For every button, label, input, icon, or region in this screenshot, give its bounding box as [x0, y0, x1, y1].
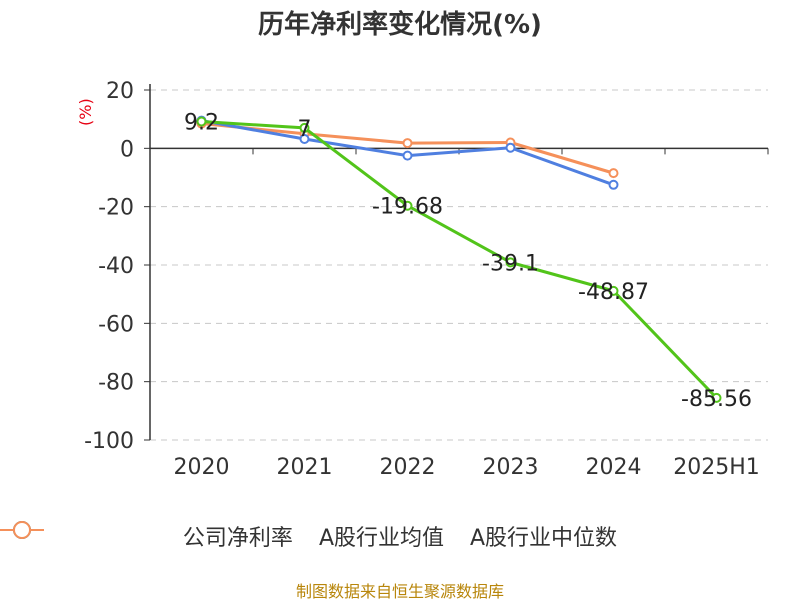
legend-item-company-net-margin[interactable]: 公司净利率 — [0, 520, 293, 552]
y-tick-label: -20 — [98, 196, 134, 221]
data-label: -39.1 — [482, 251, 539, 276]
data-point — [402, 138, 413, 149]
data-point — [608, 179, 619, 190]
x-tick-label: 2020 — [174, 455, 230, 480]
data-source-note: 制图数据来自恒生聚源数据库 — [295, 582, 504, 601]
legend-label: 公司净利率 — [182, 526, 293, 551]
chart-title: 历年净利率变化情况(%) — [258, 10, 542, 40]
y-tick-label: 0 — [120, 137, 134, 162]
y-tick-label: -80 — [98, 371, 134, 396]
legend-label: A股行业中位数 — [470, 526, 618, 551]
x-tick-label: 2025H1 — [673, 455, 760, 480]
data-point — [402, 200, 413, 211]
data-point — [505, 257, 516, 268]
data-label: -48.87 — [578, 280, 649, 305]
data-point — [196, 116, 207, 127]
legend-item-industry-median[interactable]: A股行业中位数 — [0, 520, 618, 552]
data-point — [402, 150, 413, 161]
y-tick-label: -40 — [98, 254, 134, 279]
data-point — [299, 134, 310, 144]
y-tick-label: -60 — [98, 312, 134, 337]
series-line — [201, 120, 718, 399]
data-point — [299, 122, 310, 133]
legend: 公司净利率 A股行业均值 A股行业中位数 — [0, 520, 800, 552]
data-label: -19.68 — [372, 195, 443, 220]
data-label: 9.2 — [184, 111, 219, 136]
legend-label: A股行业均值 — [318, 526, 444, 551]
x-tick-label: 2021 — [277, 455, 333, 480]
x-tick-label: 2023 — [483, 455, 539, 480]
data-label: -85.56 — [681, 387, 752, 412]
legend-item-industry-mean[interactable]: A股行业均值 — [0, 520, 444, 552]
data-point — [505, 142, 516, 153]
x-tick-label: 2024 — [586, 455, 642, 480]
data-point — [608, 168, 619, 179]
data-label: 7 — [298, 117, 312, 142]
y-tick-label: -100 — [84, 429, 134, 454]
y-tick-label: 20 — [106, 79, 134, 104]
x-tick-label: 2022 — [380, 455, 436, 480]
data-point — [711, 392, 722, 403]
legend-line-marker-icon — [0, 521, 44, 539]
data-point — [608, 285, 619, 296]
